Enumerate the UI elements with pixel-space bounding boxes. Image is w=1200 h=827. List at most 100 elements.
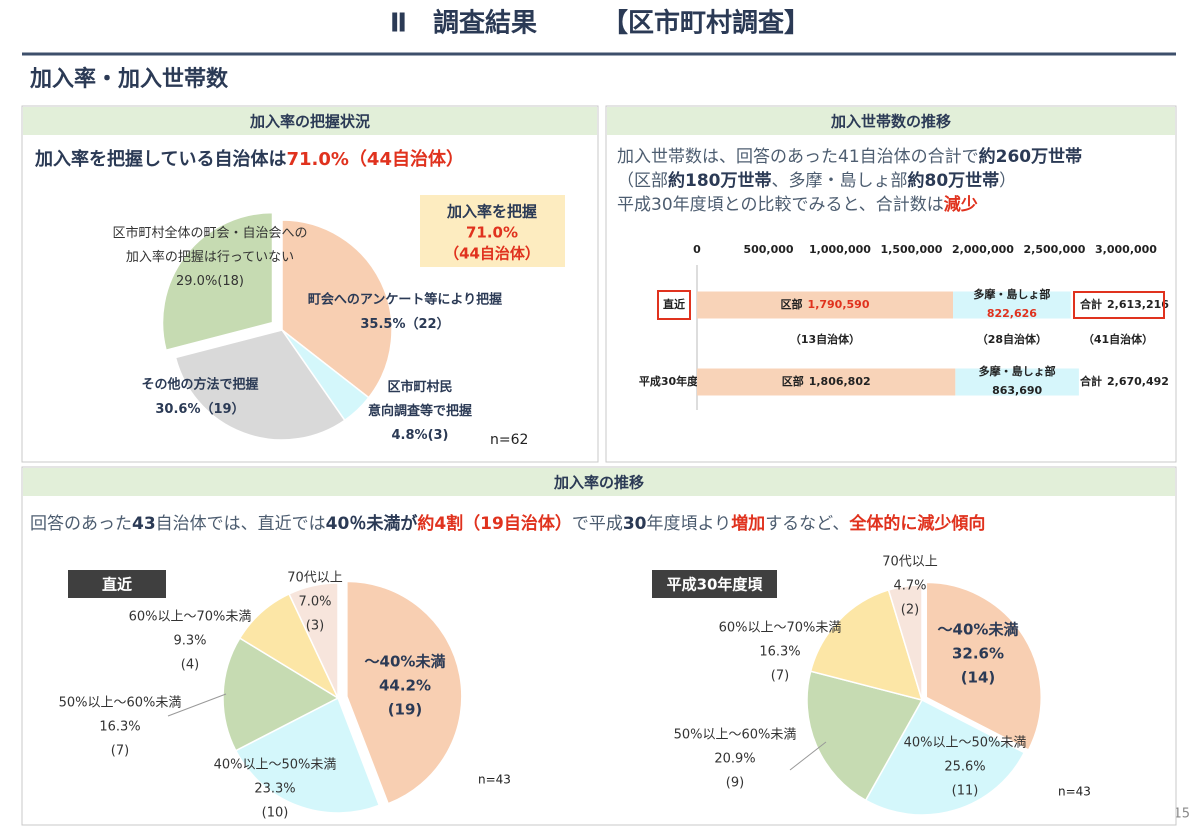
panel xyxy=(605,105,1177,463)
lead-part: で平成 xyxy=(572,514,623,534)
pie-value-label: 35.5%（22） xyxy=(360,316,449,332)
text-line: 区市町村全体の町会・自治会への xyxy=(112,225,307,241)
x-tick-label: 3,000,000 xyxy=(1095,243,1157,256)
series-name: 区部 xyxy=(781,297,803,311)
pie-slice xyxy=(925,581,1042,752)
pie-value-label: 16.3% xyxy=(99,720,140,735)
callout-text: 加入率を把握 xyxy=(446,203,537,221)
lead-part: 平成30年度頃との比較でみると、合計数は xyxy=(617,195,944,215)
pie-category-label: 60%以上～70%未満 xyxy=(129,610,252,625)
total-label: 合計 2,670,492 xyxy=(1080,374,1169,388)
lead-part: 自治体では、直近では xyxy=(156,514,326,534)
pie-value-label: 9.3% xyxy=(173,634,206,649)
total-name: 合計 xyxy=(1080,297,1102,311)
y-category-label: 直近 xyxy=(663,297,685,311)
series-name: 多摩・島しょ部 xyxy=(979,364,1056,378)
text-line: 加入率の把握は行っていない xyxy=(126,249,294,265)
pie-value-label: 29.0%(18) xyxy=(176,274,244,289)
pie-count-label: (11) xyxy=(952,784,979,799)
text-line: 意向調査等で把握 xyxy=(368,403,472,419)
sample-note: n=62 xyxy=(490,432,528,448)
slide-title: Ⅱ 調査結果 【区市町村調査】 xyxy=(390,8,810,39)
lead-part: 増加 xyxy=(731,513,765,534)
pie-slice xyxy=(809,589,924,702)
leader-line xyxy=(167,693,227,717)
pie-value-label: 20.9% xyxy=(714,752,755,767)
pie-count: (18) xyxy=(217,274,244,289)
lead-part: 約4割（19自治体） xyxy=(417,513,572,534)
pie-value: 35.5% xyxy=(360,317,405,332)
lead-text: 加入率を把握している自治体は71.0%（44自治体） xyxy=(34,148,464,170)
pie-category-label: 40%以上～50%未満 xyxy=(214,758,337,773)
x-tick-label: 500,000 xyxy=(743,243,793,256)
lead-part: 年度頃より xyxy=(647,514,732,534)
pie-category-label: 区市町村全体の町会・自治会への加入率の把握は行っていない xyxy=(112,225,307,265)
callout-box xyxy=(420,195,565,267)
pie-count-label: (10) xyxy=(262,806,289,821)
section-title: 加入率・加入世帯数 xyxy=(29,66,229,92)
lead-part: 約260万世帯 xyxy=(979,146,1083,167)
pie-category-label: 50%以上～60%未満 xyxy=(59,696,182,711)
pie-value-label: 4.7% xyxy=(893,579,926,594)
pie-category-label: 町会へのアンケート等により把握 xyxy=(308,292,502,308)
lead-part: 加入世帯数は、回答のあった41自治体の合計で xyxy=(617,147,979,167)
callout-text: （44自治体） xyxy=(444,245,540,263)
x-tick-label: 2,000,000 xyxy=(952,243,1014,256)
total-label: 合計 2,613,216 xyxy=(1080,297,1169,311)
pie-category-label: 区市町村民意向調査等で把握 xyxy=(368,379,472,419)
lead-text: （区部約180万世帯、多摩・島しょ部約80万世帯） xyxy=(617,170,1016,191)
panel-heading: 加入率の把握状況 xyxy=(249,113,370,131)
pie-category-label: 50%以上～60%未満 xyxy=(674,728,797,743)
segment-value: 1,806,802 xyxy=(809,375,871,388)
pie-value-label: 23.3% xyxy=(254,782,295,797)
segment-value: 863,690 xyxy=(992,384,1042,397)
pie-value-label: 32.6% xyxy=(952,645,1004,663)
panel-heading: 加入率の推移 xyxy=(553,474,644,492)
pie-category-label: 40%以上～50%未満 xyxy=(904,736,1027,751)
lead-part: 約80万世帯 xyxy=(908,170,1000,191)
highlight-box xyxy=(657,290,691,320)
pie-title-box xyxy=(68,570,166,598)
pie-slice xyxy=(281,219,393,399)
lead-text: 平成30年度頃との比較でみると、合計数は減少 xyxy=(617,194,978,215)
pie-value-label: 30.6%（19） xyxy=(155,401,244,417)
pie-category-label: その他の方法で把握 xyxy=(141,377,258,393)
pie-category-label: 60%以上～70%未満 xyxy=(719,621,842,636)
y-category-label: 平成30年度頃 xyxy=(639,374,710,388)
pie-count-label: (19) xyxy=(388,701,423,719)
segment-note: （13自治体） xyxy=(790,332,860,346)
x-tick-label: 2,500,000 xyxy=(1024,243,1086,256)
bar-segment xyxy=(955,368,1079,396)
pie-count-label: (9) xyxy=(726,776,744,791)
total-value: 2,613,216 xyxy=(1107,298,1169,311)
pie-slice xyxy=(222,637,340,752)
panel-heading: 加入世帯数の推移 xyxy=(830,113,951,131)
leader-line xyxy=(789,741,827,771)
lead-part: 回答のあった xyxy=(30,514,132,534)
pie-category-label: 70代以上 xyxy=(287,571,343,586)
pie-slice xyxy=(288,582,339,699)
pie-count: (3) xyxy=(428,428,449,443)
highlight-box xyxy=(1073,291,1165,319)
segment-note: （41自治体） xyxy=(1083,332,1153,346)
pie-count-label: (14) xyxy=(961,669,996,687)
pie-title: 平成30年度頃 xyxy=(667,576,764,594)
lead-part: 全体的に減少傾向 xyxy=(848,513,985,534)
panel-heading-bar xyxy=(23,468,1175,496)
panel-heading-bar xyxy=(607,107,1175,135)
lead-part: 減少 xyxy=(944,194,978,215)
lead-part: ） xyxy=(999,171,1016,191)
pie-count-label: (7) xyxy=(771,669,789,684)
pie-count: （22） xyxy=(406,316,450,332)
pie-value: 29.0% xyxy=(176,274,217,289)
x-tick-label: 1,500,000 xyxy=(881,243,943,256)
pie-value-label: 25.6% xyxy=(944,760,985,775)
pie-value-label: 4.8%(3) xyxy=(392,428,449,443)
pie-slice xyxy=(864,699,1026,816)
lead-text: 回答のあった43自治体では、直近では40％未満が約4割（19自治体）で平成30年… xyxy=(30,513,985,534)
pie-value-label: 16.3% xyxy=(759,645,800,660)
pie-title-box xyxy=(652,570,777,598)
pie-category-label: ～40%未満 xyxy=(365,653,446,671)
